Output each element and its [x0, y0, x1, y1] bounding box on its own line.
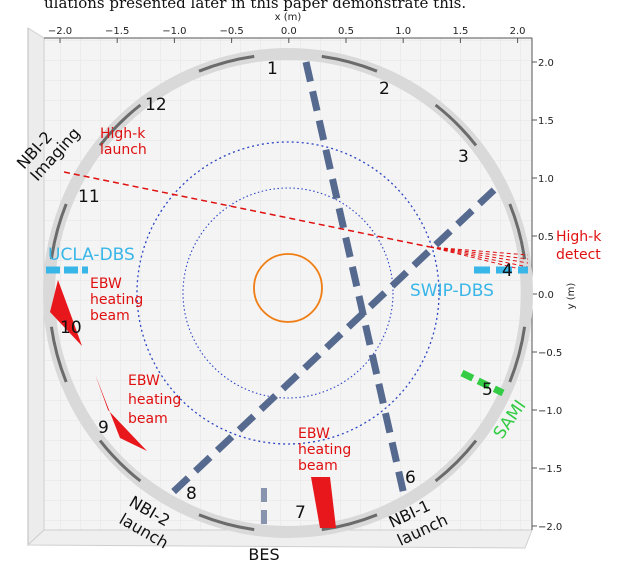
- port-label-5: 5: [482, 380, 493, 400]
- port-marker: [434, 439, 478, 483]
- port-label-10: 10: [60, 318, 82, 338]
- port-markers: [49, 54, 527, 532]
- sami-bar: [460, 369, 505, 397]
- x-tick-label: −0.5: [219, 26, 243, 37]
- panel-background: [26, 27, 533, 549]
- y-tick-label: 2.0: [538, 58, 554, 69]
- port-marker: [198, 54, 255, 73]
- y-tick-label: −1.0: [538, 406, 562, 417]
- x-tick-label: 0.5: [338, 26, 354, 37]
- caption-fragment: ulations presented later in this paper d…: [44, 0, 466, 12]
- core-circle: [253, 253, 323, 323]
- y-tick-label: −0.5: [538, 348, 562, 359]
- x-axis-ticks: −2.0 −1.5 −1.0 −0.5 0.0 0.5 1.0 1.5 2.0: [48, 26, 526, 43]
- high-k-line: [63, 171, 431, 248]
- y-tick-label: 0.0: [538, 290, 554, 301]
- ebw-label-1: EBW heating beam: [90, 276, 143, 324]
- port-label-4: 4: [502, 261, 513, 281]
- port-label-3: 3: [458, 147, 469, 167]
- vessel-wall: [43, 48, 533, 538]
- y-tick-label: 1.5: [538, 116, 554, 127]
- port-marker: [321, 513, 378, 532]
- y-axis-title: y (m): [566, 283, 577, 310]
- ebw-beam-1: [50, 280, 82, 346]
- ebw-beam-2: [95, 374, 147, 451]
- nbi-1-beam: [302, 61, 408, 496]
- y-tick-label: −1.5: [538, 464, 562, 475]
- port-label-6: 6: [405, 468, 416, 488]
- swip-dbs-label: SWIP-DBS: [410, 281, 494, 301]
- ebw-label-3: EBW heating beam: [298, 426, 351, 474]
- port-label-8: 8: [186, 484, 197, 504]
- port-label-1: 1: [267, 59, 278, 79]
- port-marker: [198, 513, 255, 532]
- x-tick-label: 1.5: [452, 26, 468, 37]
- x-tick-label: 0.0: [281, 26, 297, 37]
- port-marker: [98, 103, 142, 147]
- port-marker: [98, 439, 142, 483]
- port-marker: [508, 326, 527, 383]
- axes: x (m) y (m) −2.0 −1.5 −1.0 −0.5 0.0 0.5 1.0 1.5…: [44, 12, 577, 533]
- ucla-dbs-label: UCLA-DBS: [48, 245, 135, 265]
- port-marker: [508, 203, 527, 260]
- y-tick-label: 1.0: [538, 174, 554, 185]
- x-tick-label: −1.5: [105, 26, 129, 37]
- port-label-12: 12: [145, 95, 167, 115]
- y-tick-label: 0.5: [538, 232, 554, 243]
- port-label-2: 2: [379, 79, 390, 99]
- x-tick-label: 1.0: [395, 26, 411, 37]
- port-marker: [49, 203, 68, 260]
- port-marker: [321, 54, 378, 73]
- nbi-beams: [167, 61, 497, 528]
- nbi-2-beam: [167, 187, 497, 498]
- x-tick-label: −2.0: [48, 26, 72, 37]
- x-axis-title: x (m): [275, 12, 302, 23]
- flux-surfaces: [136, 141, 440, 445]
- x-tick-label: 2.0: [510, 26, 526, 37]
- ebw-label-2: EBW heating beam: [128, 373, 181, 427]
- annotation-labels: 1 2 3 4 5 6 7 8 9 10 11 12 NBI-2Imaging …: [13, 59, 602, 564]
- port-label-9: 9: [98, 418, 109, 438]
- outer-dotted-surface: [136, 141, 440, 445]
- port-label-11: 11: [78, 187, 100, 207]
- high-k-detect-label: High-k detect: [556, 229, 602, 263]
- port-label-7: 7: [295, 503, 306, 523]
- y-tick-label: −2.0: [538, 522, 562, 533]
- high-k-launch-label: High-k launch: [100, 126, 147, 158]
- port-marker: [434, 103, 478, 147]
- y-axis-ticks: 2.0 1.5 1.0 0.5 0.0 −0.5 −1.0 −1.5 −2.0: [532, 58, 562, 533]
- inner-dotted-surface: [182, 187, 394, 399]
- x-tick-label: −1.0: [162, 26, 186, 37]
- ebw-beam-3: [311, 477, 336, 528]
- bes-label: BES: [248, 545, 279, 564]
- port-marker: [49, 326, 68, 383]
- ebw-beams: [50, 280, 336, 528]
